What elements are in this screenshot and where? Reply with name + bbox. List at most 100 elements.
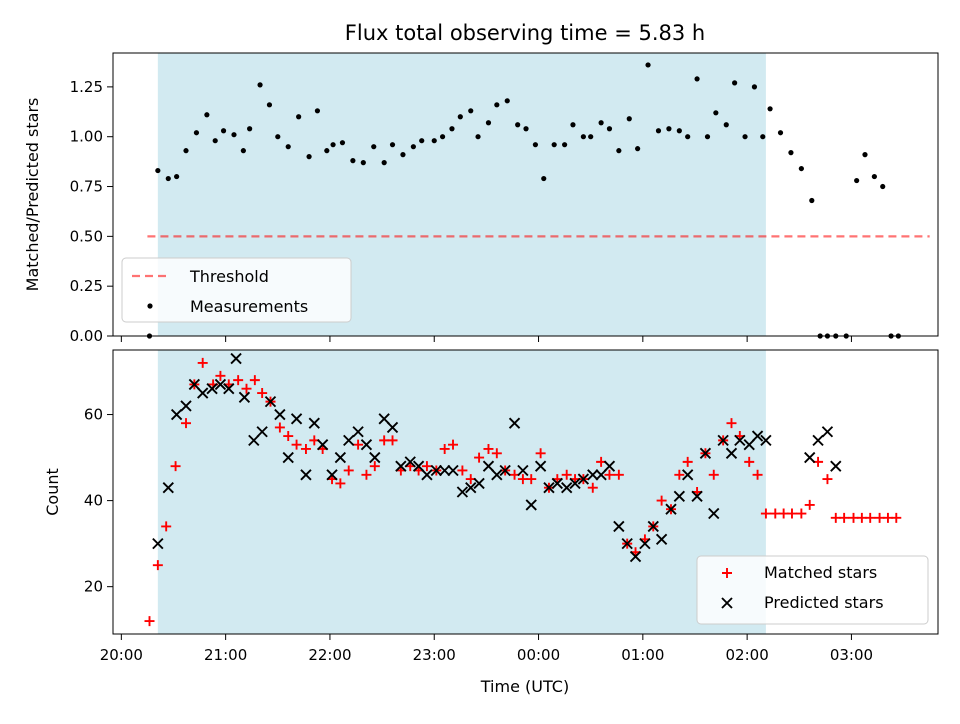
measurement-point bbox=[212, 138, 218, 144]
measurement-point bbox=[713, 110, 719, 116]
predicted-star-point bbox=[473, 477, 485, 490]
measurement-point bbox=[231, 132, 237, 138]
matched-star-point bbox=[283, 431, 294, 442]
matched-star-point bbox=[726, 418, 737, 429]
measurement-point bbox=[788, 150, 794, 156]
measurement-point bbox=[494, 102, 500, 108]
matched-star-point bbox=[656, 495, 667, 506]
bottom-y-tick-label: 20 bbox=[84, 578, 103, 596]
predicted-star-point bbox=[438, 464, 451, 477]
measurement-point bbox=[742, 134, 748, 140]
matched-star-point bbox=[778, 508, 789, 519]
measurement-point bbox=[485, 120, 492, 126]
measurement-point bbox=[174, 173, 180, 180]
top-y-tick-label: 0.50 bbox=[70, 227, 103, 245]
legend-predicted-label: Predicted stars bbox=[764, 593, 884, 612]
predicted-star-point bbox=[621, 537, 633, 550]
predicted-star-point bbox=[378, 413, 390, 425]
matched-star-point bbox=[144, 616, 155, 627]
bottom-axes-frame bbox=[112, 349, 939, 635]
measurement-point bbox=[854, 177, 860, 184]
measurement-point bbox=[862, 152, 868, 158]
matched-star-point bbox=[830, 512, 841, 523]
top-y-tick-label: 1.00 bbox=[70, 128, 103, 146]
matched-star-point bbox=[379, 435, 390, 446]
predicted-star-point bbox=[821, 426, 834, 438]
predicted-star-point bbox=[743, 438, 755, 451]
measurement-point bbox=[685, 134, 691, 140]
predicted-star-point bbox=[223, 383, 235, 395]
predicted-star-point bbox=[162, 482, 174, 494]
predicted-star-point bbox=[456, 486, 469, 498]
predicted-star-point bbox=[352, 426, 364, 438]
chart-title: Flux total observing time = 5.83 h bbox=[345, 21, 705, 45]
measurement-point bbox=[165, 175, 171, 182]
predicted-star-point bbox=[682, 469, 694, 481]
matched-star-point bbox=[483, 443, 494, 454]
measurement-point bbox=[570, 122, 576, 128]
top-y-tick-label: 0.75 bbox=[70, 178, 103, 196]
matched-star-point bbox=[491, 448, 502, 459]
measurement-point bbox=[371, 144, 377, 150]
matched-star-point bbox=[274, 422, 285, 433]
measurement-point bbox=[439, 134, 446, 140]
measurement-point bbox=[676, 128, 682, 134]
predicted-star-point bbox=[308, 417, 320, 429]
predicted-star-point bbox=[248, 434, 260, 447]
predicted-star-point bbox=[734, 434, 746, 447]
measurement-point bbox=[777, 130, 784, 136]
predicted-star-point bbox=[282, 451, 294, 464]
measurement-point bbox=[732, 80, 738, 86]
matched-star-point bbox=[848, 512, 859, 523]
x-tick-label: 22:00 bbox=[308, 646, 351, 664]
predicted-star-point bbox=[230, 352, 242, 365]
legend-matched-label: Matched stars bbox=[764, 563, 877, 582]
predicted-star-point bbox=[412, 460, 425, 472]
measurement-point bbox=[880, 183, 886, 190]
predicted-star-point bbox=[804, 451, 816, 464]
measurement-point bbox=[598, 120, 604, 126]
matched-star-point bbox=[233, 375, 244, 386]
predicted-star-point bbox=[274, 408, 286, 421]
predicted-star-point bbox=[197, 387, 209, 399]
measurement-point bbox=[606, 126, 613, 132]
matched-star-point bbox=[682, 456, 693, 467]
matched-star-point bbox=[197, 357, 208, 368]
top-y-tick-label: 1.25 bbox=[70, 78, 103, 96]
matched-star-point bbox=[604, 469, 615, 480]
measurement-point bbox=[475, 134, 481, 140]
top-legend: Threshold Measurements bbox=[121, 257, 352, 323]
predicted-star-point bbox=[290, 413, 303, 425]
measurement-point bbox=[626, 116, 632, 122]
matched-star-point bbox=[474, 452, 485, 463]
predicted-star-point bbox=[499, 464, 511, 477]
matched-star-point bbox=[257, 388, 268, 399]
predicted-star-point bbox=[180, 400, 192, 412]
legend-predicted-swatch bbox=[721, 597, 733, 609]
predicted-star-point bbox=[214, 378, 227, 391]
matched-star-point bbox=[517, 474, 528, 485]
bottom-legend: Matched stars Predicted stars bbox=[696, 555, 929, 625]
x-tick-label: 20:00 bbox=[100, 646, 143, 664]
measurement-point bbox=[588, 134, 594, 140]
predicted-star-point bbox=[691, 490, 703, 502]
matched-star-point bbox=[874, 512, 885, 523]
x-tick-label: 00:00 bbox=[517, 646, 560, 664]
x-tick-label: 23:00 bbox=[413, 646, 456, 664]
predicted-star-point bbox=[629, 550, 642, 563]
measurement-point bbox=[155, 167, 161, 174]
matched-star-point bbox=[421, 461, 432, 472]
predicted-star-point bbox=[386, 421, 399, 434]
measurement-point bbox=[694, 76, 700, 82]
predicted-star-point bbox=[264, 395, 277, 408]
measurement-point bbox=[240, 148, 246, 154]
predicted-star-point bbox=[334, 451, 347, 464]
predicted-star-point bbox=[188, 378, 201, 391]
x-tick-label: 03:00 bbox=[830, 646, 873, 664]
measurement-point bbox=[400, 152, 406, 158]
measurement-point bbox=[410, 144, 416, 150]
predicted-star-point bbox=[534, 460, 547, 472]
x-axis-label: Time (UTC) bbox=[480, 677, 569, 696]
matched-star-point bbox=[353, 439, 364, 450]
